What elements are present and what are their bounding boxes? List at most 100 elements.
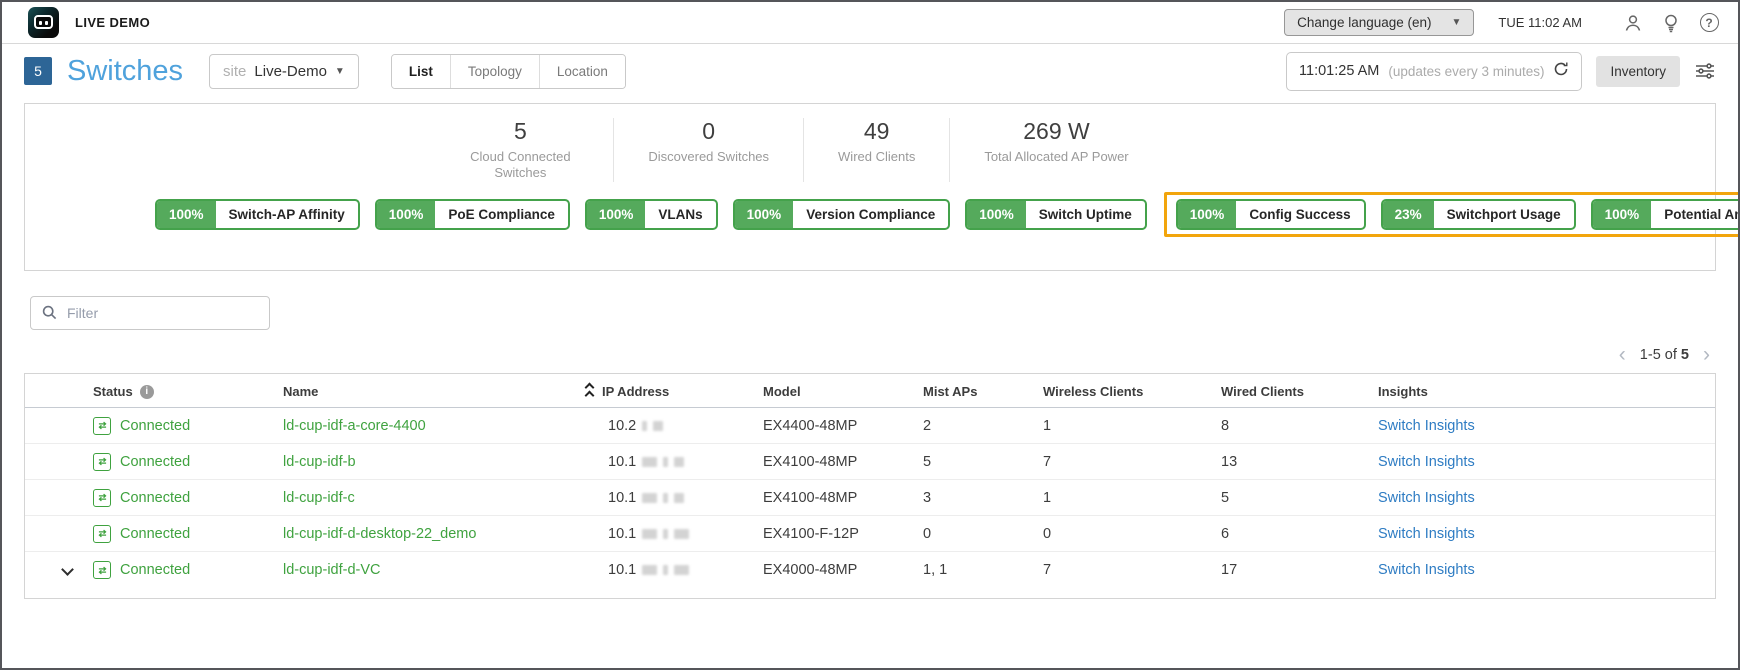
metric-percent: 100% — [157, 200, 216, 228]
column-name[interactable]: Name — [283, 384, 319, 399]
model-cell: EX4100-48MP — [763, 489, 858, 506]
stat-label: Cloud Connected Switches — [470, 149, 571, 181]
metric-switchport-usage[interactable]: 23% Switchport Usage — [1380, 198, 1576, 230]
ip-cell: 10.1 — [608, 454, 763, 470]
metric-poe-compliance[interactable]: 100% PoE Compliance — [374, 198, 570, 230]
column-ip-address[interactable]: IP Address — [584, 382, 763, 401]
column-wired-clients[interactable]: Wired Clients — [1221, 384, 1304, 399]
status-text: Connected — [120, 562, 191, 578]
page-next-icon[interactable]: › — [1703, 343, 1710, 366]
expand-row-icon[interactable] — [61, 563, 74, 576]
metric-version-compliance[interactable]: 100% Version Compliance — [732, 198, 951, 230]
stat-cloud-connected: 5 Cloud Connected Switches — [427, 118, 613, 182]
table-header-row: Status i Name IP Address Model Mist APs W… — [25, 374, 1715, 408]
wireless-clients-cell: 0 — [1043, 525, 1052, 542]
refresh-icon[interactable] — [1553, 61, 1569, 82]
help-icon[interactable]: ? — [1698, 12, 1720, 34]
metric-switch-uptime[interactable]: 100% Switch Uptime — [965, 198, 1147, 230]
switch-insights-link[interactable]: Switch Insights — [1378, 562, 1475, 578]
switch-name-link[interactable]: ld-cup-idf-d-VC — [283, 562, 381, 578]
sort-ascending-icon[interactable] — [584, 382, 595, 401]
change-language-button[interactable]: Change language (en) ▼ — [1284, 9, 1475, 36]
tab-list[interactable]: List — [391, 54, 451, 88]
column-model[interactable]: Model — [763, 384, 801, 399]
site-selector[interactable]: site Live-Demo ▼ — [209, 53, 359, 89]
metric-potential-anomalies[interactable]: 100% Potential Anomalies — [1590, 198, 1738, 230]
wired-clients-cell: 17 — [1221, 562, 1238, 578]
clock-text: TUE 11:02 AM — [1498, 15, 1582, 30]
redacted-ip — [642, 456, 658, 467]
table-row[interactable]: Connected ld-cup-idf-c 10.1 EX4100-48MP … — [25, 480, 1715, 516]
status-cell: Connected — [93, 416, 283, 435]
table-row[interactable]: Connected ld-cup-idf-a-core-4400 10.2 EX… — [25, 408, 1715, 444]
summary-panel: 5 Cloud Connected Switches 0 Discovered … — [24, 103, 1738, 271]
table-body: Connected ld-cup-idf-a-core-4400 10.2 EX… — [25, 408, 1715, 588]
ip-cell: 10.1 — [608, 490, 763, 506]
redacted-ip — [674, 565, 690, 576]
switch-name-link[interactable]: ld-cup-idf-b — [283, 453, 356, 470]
metric-percent: 100% — [1177, 200, 1237, 228]
metric-switch-ap-affinity[interactable]: 100% Switch-AP Affinity — [155, 198, 360, 230]
switch-icon — [93, 416, 111, 435]
model-cell: EX4100-F-12P — [763, 525, 859, 542]
redacted-ip — [663, 456, 669, 467]
switch-count-badge: 5 — [24, 57, 52, 85]
table-settings-icon[interactable] — [1694, 62, 1716, 80]
stat-value: 5 — [513, 118, 527, 144]
filter-input[interactable] — [30, 296, 270, 330]
table-row[interactable]: Connected ld-cup-idf-b 10.1 EX4100-48MP … — [25, 444, 1715, 480]
model-cell: EX4100-48MP — [763, 453, 858, 470]
tab-topology[interactable]: Topology — [450, 54, 540, 88]
switch-name-link[interactable]: ld-cup-idf-c — [283, 489, 355, 506]
org-name: LIVE DEMO — [75, 15, 151, 30]
tab-location[interactable]: Location — [539, 54, 625, 88]
metric-percent: 100% — [586, 200, 646, 228]
stat-label: Discovered Switches — [648, 149, 770, 164]
robot-face-icon — [34, 15, 53, 29]
metric-percent: 100% — [376, 200, 436, 228]
redacted-ip — [674, 492, 685, 503]
column-status[interactable]: Status i — [93, 384, 283, 399]
switch-insights-link[interactable]: Switch Insights — [1378, 453, 1475, 470]
chevron-down-icon: ▼ — [334, 65, 345, 77]
update-interval-note: (updates every 3 minutes) — [1388, 63, 1545, 79]
user-icon[interactable] — [1622, 12, 1644, 34]
switch-name-link[interactable]: ld-cup-idf-a-core-4400 — [283, 417, 426, 434]
metric-label: PoE Compliance — [448, 206, 555, 222]
lightbulb-icon[interactable] — [1660, 12, 1682, 34]
stat-value: 49 — [863, 118, 890, 144]
column-insights[interactable]: Insights — [1378, 384, 1428, 399]
site-selector-prefix: site — [223, 62, 247, 80]
switch-name-link[interactable]: ld-cup-idf-d-desktop-22_demo — [283, 525, 477, 542]
page-prev-icon[interactable]: ‹ — [1618, 343, 1626, 366]
inventory-button[interactable]: Inventory — [1596, 55, 1680, 87]
stat-label: Total Allocated AP Power — [984, 149, 1129, 164]
highlight-annotation-box: 100% Config Success 23% Switchport Usage… — [1163, 191, 1738, 237]
ip-cell: 10.2 — [608, 418, 763, 434]
switch-icon — [93, 524, 111, 543]
column-wireless-clients[interactable]: Wireless Clients — [1043, 384, 1144, 399]
pagination-total: 5 — [1680, 346, 1689, 363]
metric-config-success[interactable]: 100% Config Success — [1175, 198, 1366, 230]
metric-vlans[interactable]: 100% VLANs — [584, 198, 718, 230]
page-title: Switches — [67, 54, 184, 87]
column-mist-aps[interactable]: Mist APs — [923, 384, 978, 399]
metric-badges-row: 100% Switch-AP Affinity 100% PoE Complia… — [155, 191, 1738, 237]
switch-insights-link[interactable]: Switch Insights — [1378, 417, 1475, 434]
wired-clients-cell: 6 — [1221, 525, 1230, 542]
switches-table: Status i Name IP Address Model Mist APs W… — [24, 373, 1716, 599]
switch-insights-link[interactable]: Switch Insights — [1378, 489, 1475, 506]
metric-percent: 23% — [1382, 200, 1434, 228]
info-icon[interactable]: i — [139, 384, 154, 399]
ip-cell: 10.1 — [608, 526, 763, 542]
table-row[interactable]: Connected ld-cup-idf-d-desktop-22_demo 1… — [25, 516, 1715, 552]
switch-insights-link[interactable]: Switch Insights — [1378, 525, 1475, 542]
stat-label: Wired Clients — [838, 149, 916, 164]
view-tabs: List Topology Location — [390, 53, 626, 89]
table-row[interactable]: Connected ld-cup-idf-d-VC 10.1 EX4000-48… — [25, 552, 1715, 588]
wireless-clients-cell: 7 — [1043, 453, 1052, 470]
status-text: Connected — [120, 489, 191, 506]
site-selector-value: Live-Demo — [254, 62, 327, 80]
mist-logo-icon[interactable] — [28, 7, 59, 38]
